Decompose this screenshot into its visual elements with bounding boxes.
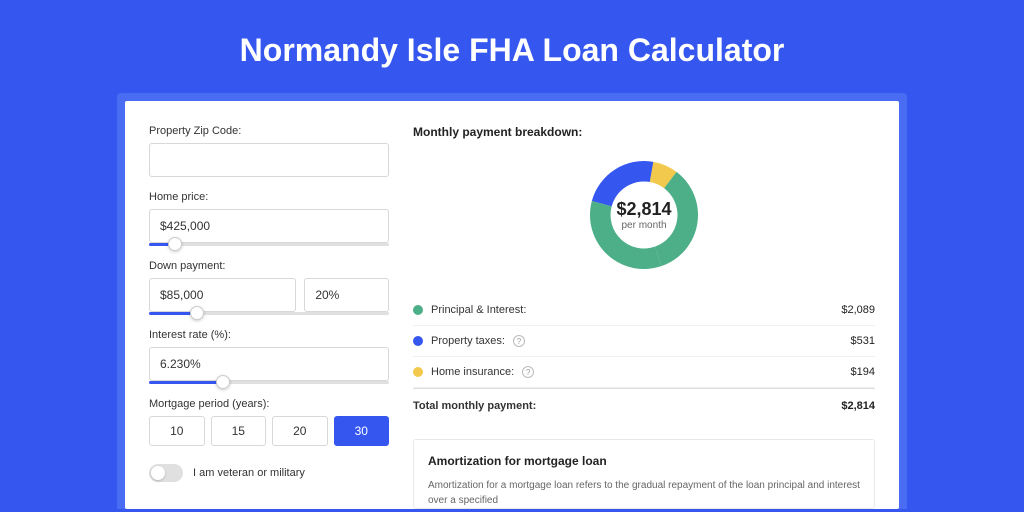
- donut-sub: per month: [621, 220, 666, 231]
- legend-total-value: $2,814: [841, 400, 875, 412]
- veteran-toggle[interactable]: [149, 464, 183, 482]
- donut-chart-wrap: $2,814 per month: [413, 155, 875, 275]
- home-price-slider[interactable]: [149, 243, 389, 246]
- zip-input[interactable]: [149, 143, 389, 177]
- down-payment-input[interactable]: [149, 278, 296, 312]
- breakdown-title: Monthly payment breakdown:: [413, 125, 875, 139]
- home-price-group: Home price:: [149, 191, 389, 246]
- legend-total-label: Total monthly payment:: [413, 400, 536, 412]
- legend-value: $194: [851, 366, 875, 378]
- home-price-input[interactable]: [149, 209, 389, 243]
- donut-center: $2,814 per month: [584, 155, 704, 275]
- veteran-row: I am veteran or military: [149, 464, 389, 482]
- legend-label: Home insurance:: [431, 366, 514, 378]
- legend-label: Principal & Interest:: [431, 304, 526, 316]
- veteran-label: I am veteran or military: [193, 467, 305, 479]
- amortization-body: Amortization for a mortgage loan refers …: [428, 478, 860, 508]
- help-icon[interactable]: ?: [513, 335, 525, 347]
- interest-rate-input[interactable]: [149, 347, 389, 381]
- amortization-title: Amortization for mortgage loan: [428, 454, 860, 468]
- legend-row: Principal & Interest: $2,089: [413, 295, 875, 326]
- period-btn-30[interactable]: 30: [334, 416, 390, 446]
- interest-rate-slider[interactable]: [149, 381, 389, 384]
- interest-rate-label: Interest rate (%):: [149, 329, 389, 341]
- mortgage-period-label: Mortgage period (years):: [149, 398, 389, 410]
- interest-rate-group: Interest rate (%):: [149, 329, 389, 384]
- period-btn-10[interactable]: 10: [149, 416, 205, 446]
- mortgage-period-group: Mortgage period (years): 10152030: [149, 398, 389, 446]
- legend-dot: [413, 305, 423, 315]
- down-payment-pct-input[interactable]: [304, 278, 389, 312]
- page-title: Normandy Isle FHA Loan Calculator: [0, 0, 1024, 93]
- veteran-toggle-knob: [151, 466, 165, 480]
- legend-row: Property taxes:? $531: [413, 326, 875, 357]
- calculator-card: Property Zip Code: Home price: Down paym…: [125, 101, 899, 509]
- card-shadow: Property Zip Code: Home price: Down paym…: [117, 93, 907, 509]
- home-price-label: Home price:: [149, 191, 389, 203]
- legend-row: Home insurance:? $194: [413, 357, 875, 388]
- legend-dot: [413, 336, 423, 346]
- legend-label: Property taxes:: [431, 335, 505, 347]
- legend-value: $531: [851, 335, 875, 347]
- period-btn-20[interactable]: 20: [272, 416, 328, 446]
- period-btn-15[interactable]: 15: [211, 416, 267, 446]
- home-price-slider-thumb[interactable]: [168, 237, 182, 251]
- legend-value: $2,089: [841, 304, 875, 316]
- amortization-box: Amortization for mortgage loan Amortizat…: [413, 439, 875, 509]
- donut-chart: $2,814 per month: [584, 155, 704, 275]
- down-payment-slider[interactable]: [149, 312, 389, 315]
- interest-rate-slider-thumb[interactable]: [216, 375, 230, 389]
- down-payment-group: Down payment:: [149, 260, 389, 315]
- down-payment-label: Down payment:: [149, 260, 389, 272]
- zip-group: Property Zip Code:: [149, 125, 389, 177]
- donut-amount: $2,814: [616, 199, 671, 220]
- breakdown-panel: Monthly payment breakdown: $2,814 per mo…: [413, 125, 875, 509]
- legend-dot: [413, 367, 423, 377]
- zip-label: Property Zip Code:: [149, 125, 389, 137]
- form-panel: Property Zip Code: Home price: Down paym…: [149, 125, 389, 509]
- down-payment-slider-thumb[interactable]: [190, 306, 204, 320]
- legend-total-row: Total monthly payment: $2,814: [413, 388, 875, 421]
- help-icon[interactable]: ?: [522, 366, 534, 378]
